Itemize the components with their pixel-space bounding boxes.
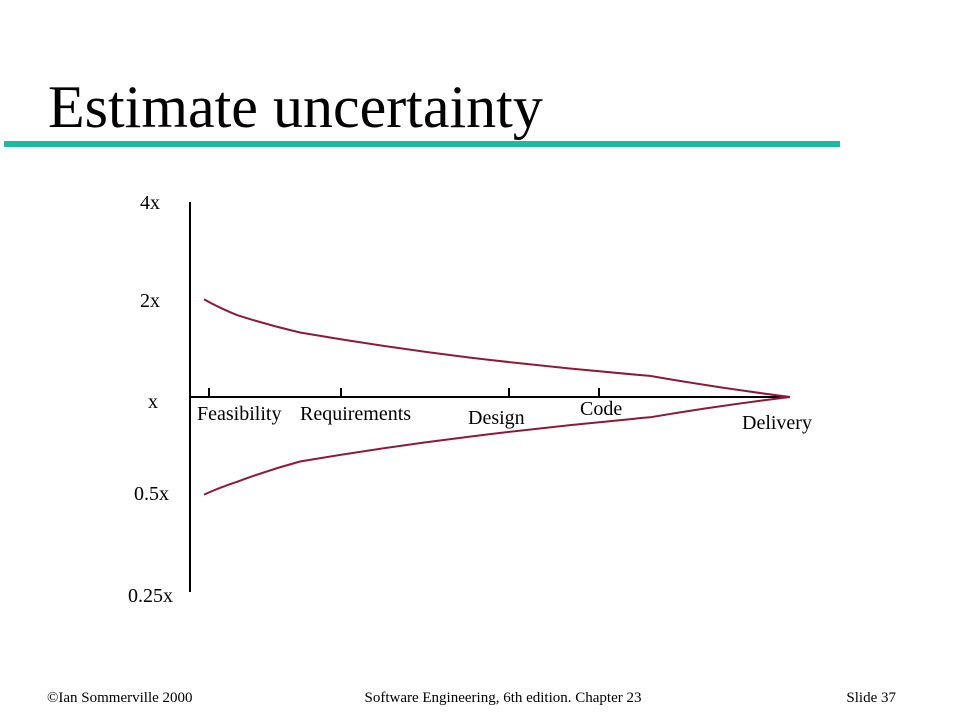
footer-book-title: Software Engineering, 6th edition. Chapt…	[364, 690, 642, 706]
y-tick-label-0.5x: 0.5x	[134, 483, 169, 505]
upper-estimate-curve	[203, 298, 791, 398]
x-label-design: Design	[468, 407, 525, 429]
footer-slide-number: Slide 37	[846, 690, 896, 706]
y-tick-label-0.25x: 0.25x	[128, 585, 173, 607]
slide-title: Estimate uncertainty	[48, 74, 543, 140]
footer-copyright: ©Ian Sommerville 2000	[47, 690, 193, 706]
x-label-code: Code	[580, 398, 622, 420]
y-tick-label-2x: 2x	[140, 290, 160, 312]
lower-estimate-curve	[203, 396, 791, 496]
x-label-feasibility: Feasibility	[197, 403, 281, 425]
x-label-requirements: Requirements	[300, 403, 411, 425]
title-underline	[4, 141, 840, 147]
y-tick-label-4x: 4x	[140, 192, 160, 214]
x-label-delivery: Delivery	[742, 412, 812, 434]
y-tick-label-x: x	[148, 391, 158, 413]
